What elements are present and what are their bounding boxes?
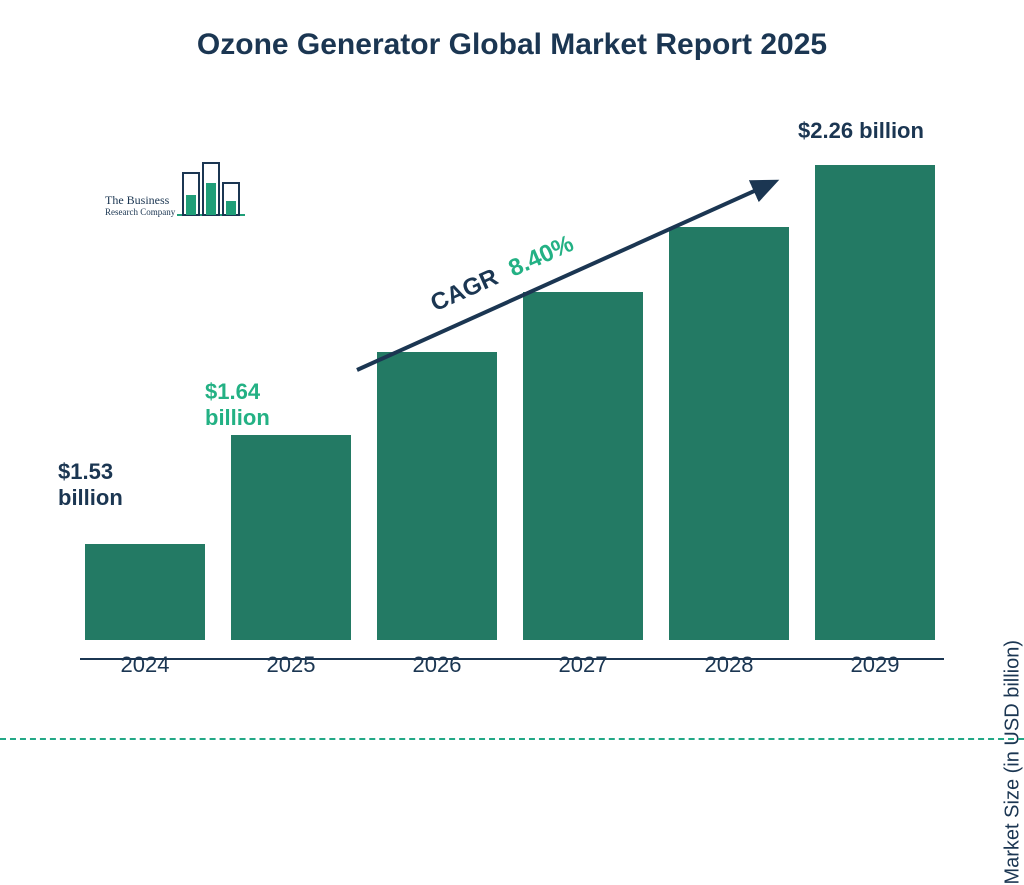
bar [669,227,789,640]
x-axis-labels: 2024 2025 2026 2027 2028 2029 [80,652,940,678]
value-label: $2.26 billion [798,118,978,144]
bar-wrap [372,352,502,640]
bar-wrap [518,292,648,640]
bar [85,544,205,640]
bar-wrap [80,544,210,640]
bar [231,435,351,640]
value-label: $1.53billion [58,459,188,512]
bar-wrap [664,227,794,640]
bar [377,352,497,640]
x-tick-label: 2027 [518,652,648,678]
x-tick-label: 2028 [664,652,794,678]
value-label: $1.64billion [205,379,335,432]
bar [523,292,643,640]
bar-wrap [226,435,356,640]
y-axis-label: Market Size (in USD billion) [1002,640,1024,885]
footer-dashed-line [0,738,1024,740]
x-axis-line [80,658,944,660]
chart-title: Ozone Generator Global Market Report 202… [0,28,1024,62]
bar [815,165,935,640]
x-tick-label: 2026 [372,652,502,678]
x-tick-label: 2024 [80,652,210,678]
x-tick-label: 2025 [226,652,356,678]
bar-wrap [810,165,940,640]
x-tick-label: 2029 [810,652,940,678]
